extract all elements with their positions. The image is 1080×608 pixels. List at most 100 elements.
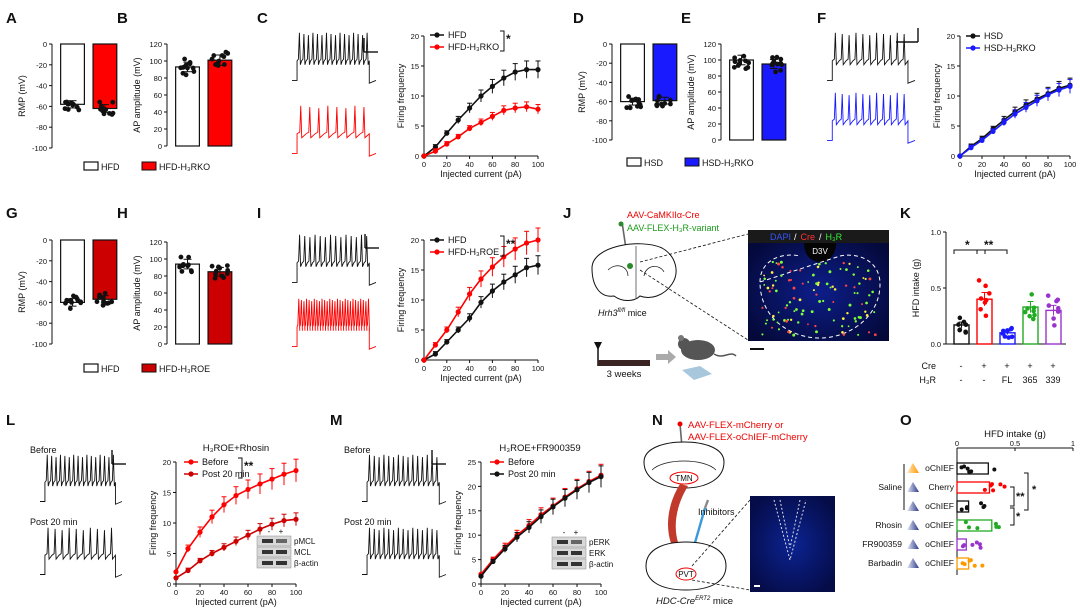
trace-F-ko xyxy=(827,92,916,144)
chart-E: 0 20 40 60 80 100 120 AP amplitude (mV) xyxy=(686,40,787,145)
cell-dot xyxy=(829,286,832,289)
cell-dot xyxy=(857,333,860,336)
x-tick-label: 0 xyxy=(955,439,959,448)
series-point xyxy=(501,254,507,260)
data-dot xyxy=(211,53,217,58)
cell-dot xyxy=(772,318,775,321)
data-dot xyxy=(1025,306,1030,311)
legend-swatch xyxy=(83,161,99,171)
legend-label: Before xyxy=(508,457,535,467)
data-dot xyxy=(655,98,660,104)
data-dot xyxy=(1051,316,1056,321)
legend-label: HFD xyxy=(101,364,120,374)
y-tick-label: 60 xyxy=(154,289,162,298)
series-point xyxy=(197,529,203,535)
cell-dot xyxy=(816,265,820,269)
x-axis-label: Injected current (pA) xyxy=(974,169,1056,179)
data-dot xyxy=(1055,305,1061,311)
sig-mark: ** xyxy=(244,459,254,473)
legend-swatch xyxy=(141,161,157,171)
cell-dot xyxy=(777,311,780,314)
bar-HFD xyxy=(60,239,85,304)
data-dot xyxy=(221,62,227,67)
row-value: - xyxy=(960,361,963,371)
data-dot xyxy=(212,275,218,281)
virus-label-2: AAV-FLEX-oChIEF-mCherry xyxy=(688,432,808,443)
data-dot xyxy=(993,521,998,526)
bar-HSD-H₃RKO xyxy=(652,43,678,102)
series-point xyxy=(421,153,427,159)
panel-letter-J: J xyxy=(563,205,571,222)
y-axis-label: RMP (mV) xyxy=(577,71,587,113)
blot-lane xyxy=(256,557,292,569)
cell-dot xyxy=(792,286,796,290)
cell-dot xyxy=(852,273,855,276)
row-label-cre: Cre xyxy=(921,361,936,371)
legend-L: Before Post 20 min** xyxy=(184,457,254,479)
blot-sign: + xyxy=(574,528,579,537)
cell-dot xyxy=(789,318,793,321)
legend-label: HSD xyxy=(984,31,1004,41)
y-axis-label: AP amplitude (mV) xyxy=(132,57,142,132)
data-dot xyxy=(627,105,633,111)
data-dot xyxy=(187,61,193,67)
series-point xyxy=(185,567,191,574)
legend-M: Before Post 20 min xyxy=(490,457,556,479)
x-tick-label: 0 xyxy=(422,364,426,373)
blot-label: MCL xyxy=(294,548,311,557)
data-dot xyxy=(223,49,229,55)
data-dot xyxy=(1009,334,1015,340)
cell-dot xyxy=(798,298,802,302)
x-tick-label: 60 xyxy=(244,588,252,597)
cell-dot xyxy=(781,265,784,269)
legend-label: HSD xyxy=(644,158,664,168)
mouse-label: Hrh3fl/fl mice xyxy=(598,308,647,318)
sig-mark: * xyxy=(1032,484,1037,496)
series-point xyxy=(455,134,461,140)
bar-HFD xyxy=(175,66,200,147)
series-point xyxy=(514,534,520,540)
data-dot xyxy=(109,299,115,305)
series-point xyxy=(432,148,438,154)
y-tick-label: 0.5 xyxy=(931,284,941,293)
y-tick-label: 100 xyxy=(149,255,162,264)
cell-dot xyxy=(856,292,859,295)
series-point xyxy=(1056,87,1062,93)
bar-HSD-H₃RKO xyxy=(761,63,787,141)
chart-G: 0 -20 -40 -60 -80 -100 RMP (mV) xyxy=(17,236,118,349)
data-dot xyxy=(186,262,191,268)
data-dot xyxy=(965,466,970,471)
y-tick-label: 40 xyxy=(708,104,716,113)
data-dot xyxy=(988,483,993,488)
blot-band xyxy=(571,551,582,555)
data-dot xyxy=(778,67,783,73)
x-tick-label: 100 xyxy=(290,588,303,597)
x-tick-label: 0 xyxy=(422,160,426,169)
legend-label: HFD-H₃ROE xyxy=(159,364,210,374)
data-dot xyxy=(626,94,632,99)
panel-letter-G: G xyxy=(6,205,18,222)
brain-tmn xyxy=(643,441,725,489)
series-point xyxy=(489,113,495,119)
data-dot xyxy=(978,306,983,312)
x-tick-label: 60 xyxy=(1022,160,1030,169)
cell-dot xyxy=(842,261,845,265)
blot-lane xyxy=(256,546,292,558)
panel-letter-O: O xyxy=(900,412,912,429)
series-point xyxy=(269,521,275,527)
sig-bracket xyxy=(238,457,243,479)
bar-4 xyxy=(956,538,967,551)
y-tick-label: 0 xyxy=(43,40,47,49)
cell-dot xyxy=(775,289,778,293)
x-tick-label: 1 xyxy=(1071,439,1075,448)
blot-band xyxy=(276,550,287,554)
y-tick-label: 10 xyxy=(411,296,419,305)
row-value: FL xyxy=(1002,375,1013,385)
blot-band xyxy=(571,562,582,566)
cell-dot xyxy=(865,314,869,317)
data-dot xyxy=(1022,309,1028,315)
light-indicator xyxy=(907,463,919,473)
cell-dot xyxy=(790,278,793,281)
cell-dot xyxy=(772,314,775,318)
data-dot xyxy=(215,63,221,68)
